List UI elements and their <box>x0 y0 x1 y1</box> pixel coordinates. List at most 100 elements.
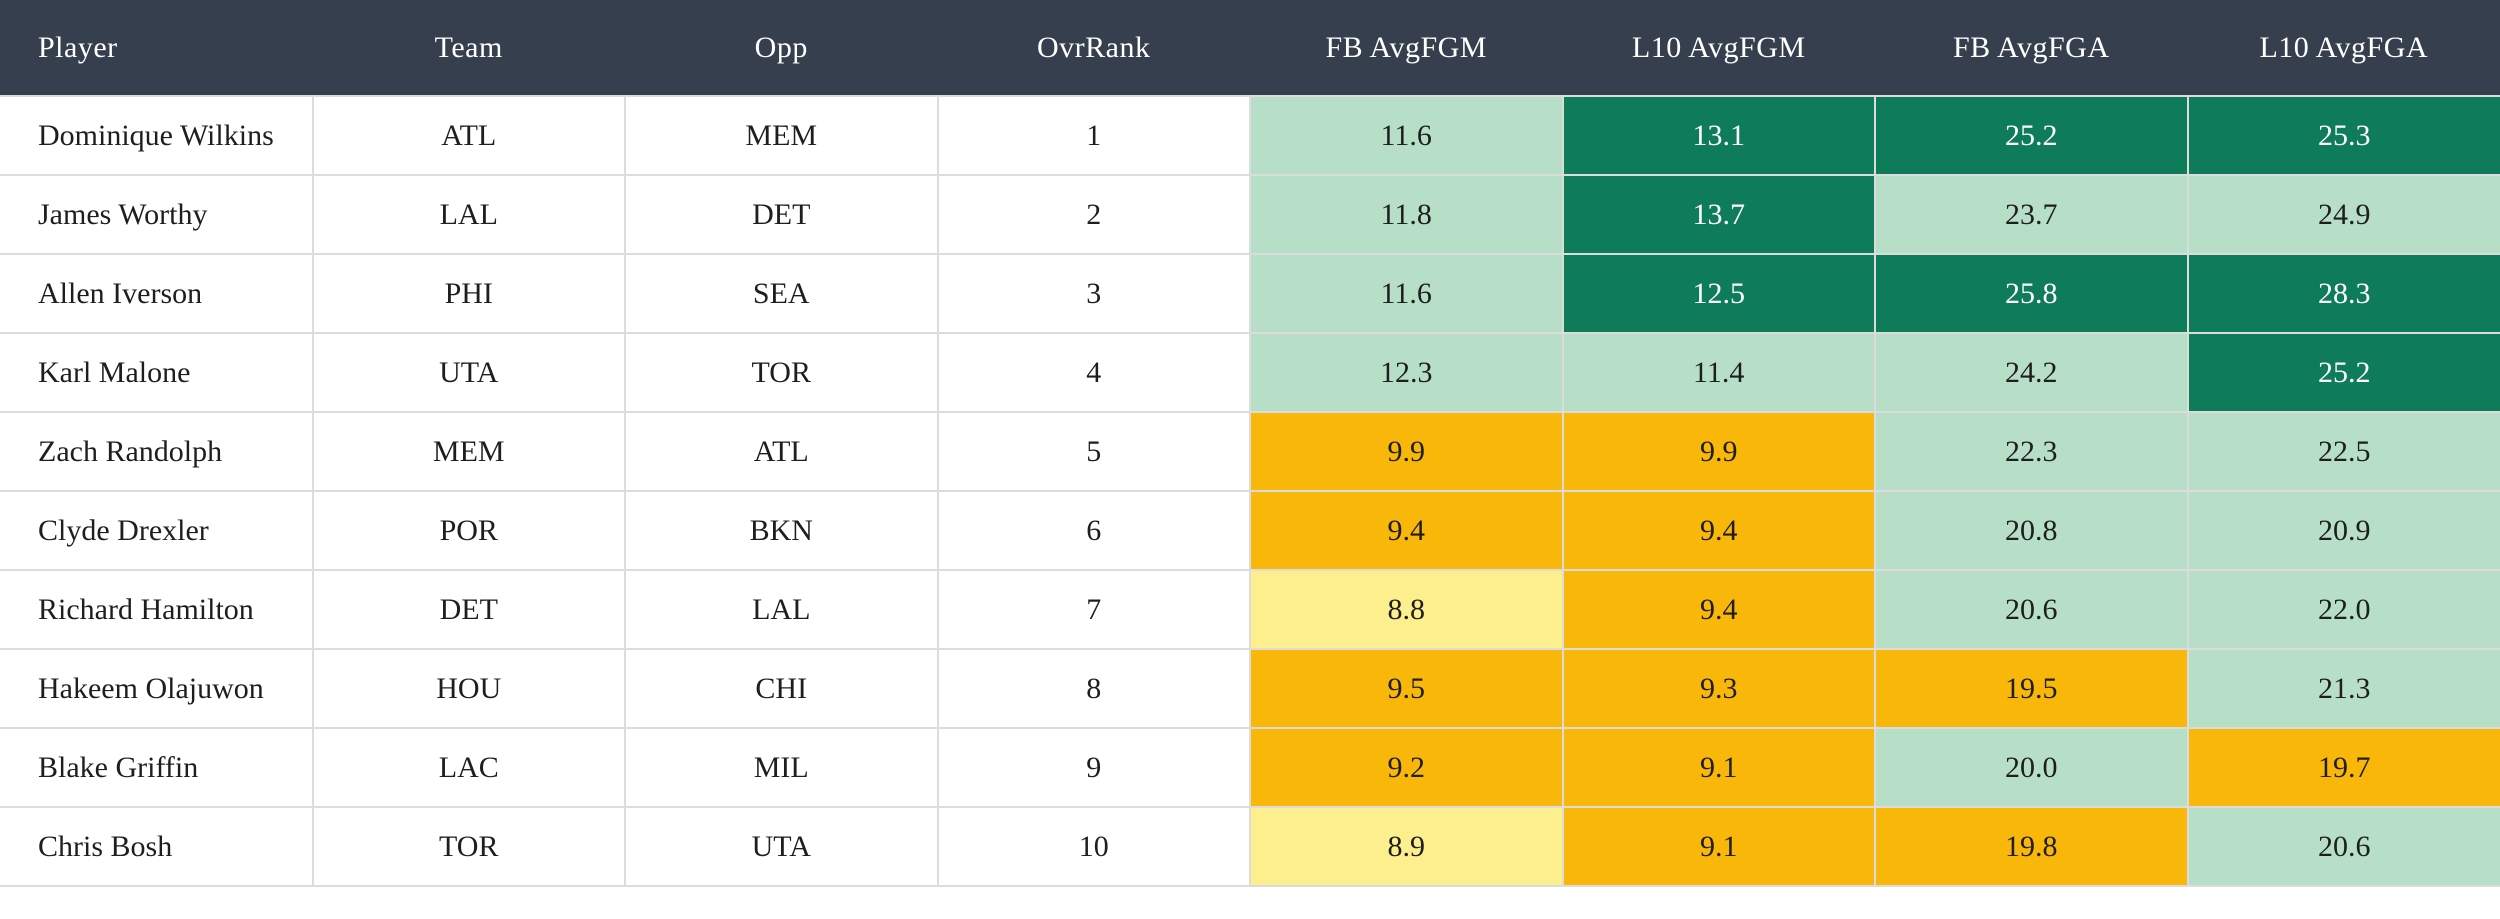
rank-cell: 10 <box>936 806 1251 887</box>
team-cell: LAL <box>311 174 626 255</box>
table-header: Player Team Opp OvrRank FB AvgFGM L10 Av… <box>0 0 2500 96</box>
rank-cell: 6 <box>936 490 1251 571</box>
stat-cell-l10-avgfga: 25.3 <box>2186 95 2500 176</box>
stat-cell-l10-avgfga: 20.9 <box>2186 490 2500 571</box>
table-row: James Worthy LAL DET 2 11.8 13.7 23.7 24.9 <box>0 174 2500 255</box>
opp-cell: DET <box>624 174 939 255</box>
team-cell: TOR <box>311 806 626 887</box>
player-cell: Clyde Drexler <box>0 490 314 571</box>
table-row: Blake Griffin LAC MIL 9 9.2 9.1 20.0 19.7 <box>0 727 2500 808</box>
opp-cell: MIL <box>624 727 939 808</box>
stat-cell-l10-avgfgm: 9.3 <box>1561 648 1876 729</box>
table-row: Karl Malone UTA TOR 4 12.3 11.4 24.2 25.2 <box>0 332 2500 413</box>
stat-cell-fb-avgfgm: 9.9 <box>1249 411 1564 492</box>
stat-cell-fb-avgfgm: 11.6 <box>1249 253 1564 334</box>
team-cell: HOU <box>311 648 626 729</box>
stat-cell-fb-avgfga: 19.8 <box>1874 806 2189 887</box>
stat-cell-l10-avgfga: 21.3 <box>2186 648 2500 729</box>
table-row: Richard Hamilton DET LAL 7 8.8 9.4 20.6 22.0 <box>0 569 2500 650</box>
rank-cell: 8 <box>936 648 1251 729</box>
stat-cell-l10-avgfgm: 13.7 <box>1561 174 1876 255</box>
team-cell: POR <box>311 490 626 571</box>
stat-cell-fb-avgfga: 22.3 <box>1874 411 2189 492</box>
header-row: Player Team Opp OvrRank FB AvgFGM L10 Av… <box>0 0 2500 96</box>
stat-cell-l10-avgfgm: 9.9 <box>1561 411 1876 492</box>
stat-cell-l10-avgfga: 20.6 <box>2186 806 2500 887</box>
column-header-opp[interactable]: Opp <box>625 0 938 96</box>
stat-cell-l10-avgfgm: 11.4 <box>1561 332 1876 413</box>
opp-cell: MEM <box>624 95 939 176</box>
rank-cell: 7 <box>936 569 1251 650</box>
stat-cell-fb-avgfga: 20.0 <box>1874 727 2189 808</box>
player-cell: Allen Iverson <box>0 253 314 334</box>
table-row: Hakeem Olajuwon HOU CHI 8 9.5 9.3 19.5 21.3 <box>0 648 2500 729</box>
team-cell: PHI <box>311 253 626 334</box>
opp-cell: SEA <box>624 253 939 334</box>
column-header-l10-avgfgm[interactable]: L10 AvgFGM <box>1562 0 1875 96</box>
stat-cell-l10-avgfga: 19.7 <box>2186 727 2500 808</box>
opp-cell: LAL <box>624 569 939 650</box>
column-header-ovrrank[interactable]: OvrRank <box>937 0 1250 96</box>
team-cell: UTA <box>311 332 626 413</box>
stat-cell-fb-avgfgm: 9.4 <box>1249 490 1564 571</box>
stat-cell-l10-avgfgm: 9.4 <box>1561 569 1876 650</box>
table-row: Allen Iverson PHI SEA 3 11.6 12.5 25.8 28.3 <box>0 253 2500 334</box>
stat-cell-l10-avgfga: 25.2 <box>2186 332 2500 413</box>
stats-table: Player Team Opp OvrRank FB AvgFGM L10 Av… <box>0 0 2500 887</box>
player-cell: Blake Griffin <box>0 727 314 808</box>
opp-cell: UTA <box>624 806 939 887</box>
stat-cell-l10-avgfgm: 13.1 <box>1561 95 1876 176</box>
stat-cell-fb-avgfga: 24.2 <box>1874 332 2189 413</box>
rank-cell: 5 <box>936 411 1251 492</box>
column-header-player[interactable]: Player <box>0 0 313 96</box>
table-body: Dominique Wilkins ATL MEM 1 11.6 13.1 25.2 25.3… <box>0 95 2500 887</box>
stat-cell-fb-avgfgm: 9.5 <box>1249 648 1564 729</box>
column-header-team[interactable]: Team <box>312 0 625 96</box>
column-header-fb-avgfga[interactable]: FB AvgFGA <box>1875 0 2188 96</box>
stat-cell-fb-avgfga: 20.8 <box>1874 490 2189 571</box>
rank-cell: 9 <box>936 727 1251 808</box>
player-cell: Karl Malone <box>0 332 314 413</box>
player-cell: Dominique Wilkins <box>0 95 314 176</box>
column-header-l10-avgfga[interactable]: L10 AvgFGA <box>2187 0 2500 96</box>
team-cell: ATL <box>311 95 626 176</box>
stat-cell-l10-avgfga: 28.3 <box>2186 253 2500 334</box>
player-cell: Richard Hamilton <box>0 569 314 650</box>
stat-cell-fb-avgfgm: 9.2 <box>1249 727 1564 808</box>
stat-cell-fb-avgfga: 23.7 <box>1874 174 2189 255</box>
player-cell: Chris Bosh <box>0 806 314 887</box>
stat-cell-fb-avgfga: 25.8 <box>1874 253 2189 334</box>
stat-cell-fb-avgfgm: 11.6 <box>1249 95 1564 176</box>
stat-cell-l10-avgfga: 24.9 <box>2186 174 2500 255</box>
rank-cell: 3 <box>936 253 1251 334</box>
stat-cell-fb-avgfgm: 8.9 <box>1249 806 1564 887</box>
opp-cell: ATL <box>624 411 939 492</box>
stat-cell-fb-avgfgm: 12.3 <box>1249 332 1564 413</box>
stat-cell-l10-avgfgm: 9.1 <box>1561 727 1876 808</box>
rank-cell: 1 <box>936 95 1251 176</box>
table-row: Clyde Drexler POR BKN 6 9.4 9.4 20.8 20.9 <box>0 490 2500 571</box>
stat-cell-l10-avgfgm: 12.5 <box>1561 253 1876 334</box>
opp-cell: TOR <box>624 332 939 413</box>
column-header-fb-avgfgm[interactable]: FB AvgFGM <box>1250 0 1563 96</box>
player-cell: Zach Randolph <box>0 411 314 492</box>
table-row: Zach Randolph MEM ATL 5 9.9 9.9 22.3 22.5 <box>0 411 2500 492</box>
player-cell: Hakeem Olajuwon <box>0 648 314 729</box>
stat-cell-l10-avgfgm: 9.4 <box>1561 490 1876 571</box>
rank-cell: 4 <box>936 332 1251 413</box>
table-row: Chris Bosh TOR UTA 10 8.9 9.1 19.8 20.6 <box>0 806 2500 887</box>
player-cell: James Worthy <box>0 174 314 255</box>
stat-cell-fb-avgfga: 20.6 <box>1874 569 2189 650</box>
opp-cell: BKN <box>624 490 939 571</box>
stat-cell-l10-avgfga: 22.0 <box>2186 569 2500 650</box>
team-cell: MEM <box>311 411 626 492</box>
table-row: Dominique Wilkins ATL MEM 1 11.6 13.1 25.2 25.3 <box>0 95 2500 176</box>
team-cell: DET <box>311 569 626 650</box>
stat-cell-fb-avgfga: 25.2 <box>1874 95 2189 176</box>
opp-cell: CHI <box>624 648 939 729</box>
stat-cell-fb-avgfgm: 11.8 <box>1249 174 1564 255</box>
stat-cell-fb-avgfga: 19.5 <box>1874 648 2189 729</box>
stat-cell-fb-avgfgm: 8.8 <box>1249 569 1564 650</box>
stat-cell-l10-avgfgm: 9.1 <box>1561 806 1876 887</box>
team-cell: LAC <box>311 727 626 808</box>
